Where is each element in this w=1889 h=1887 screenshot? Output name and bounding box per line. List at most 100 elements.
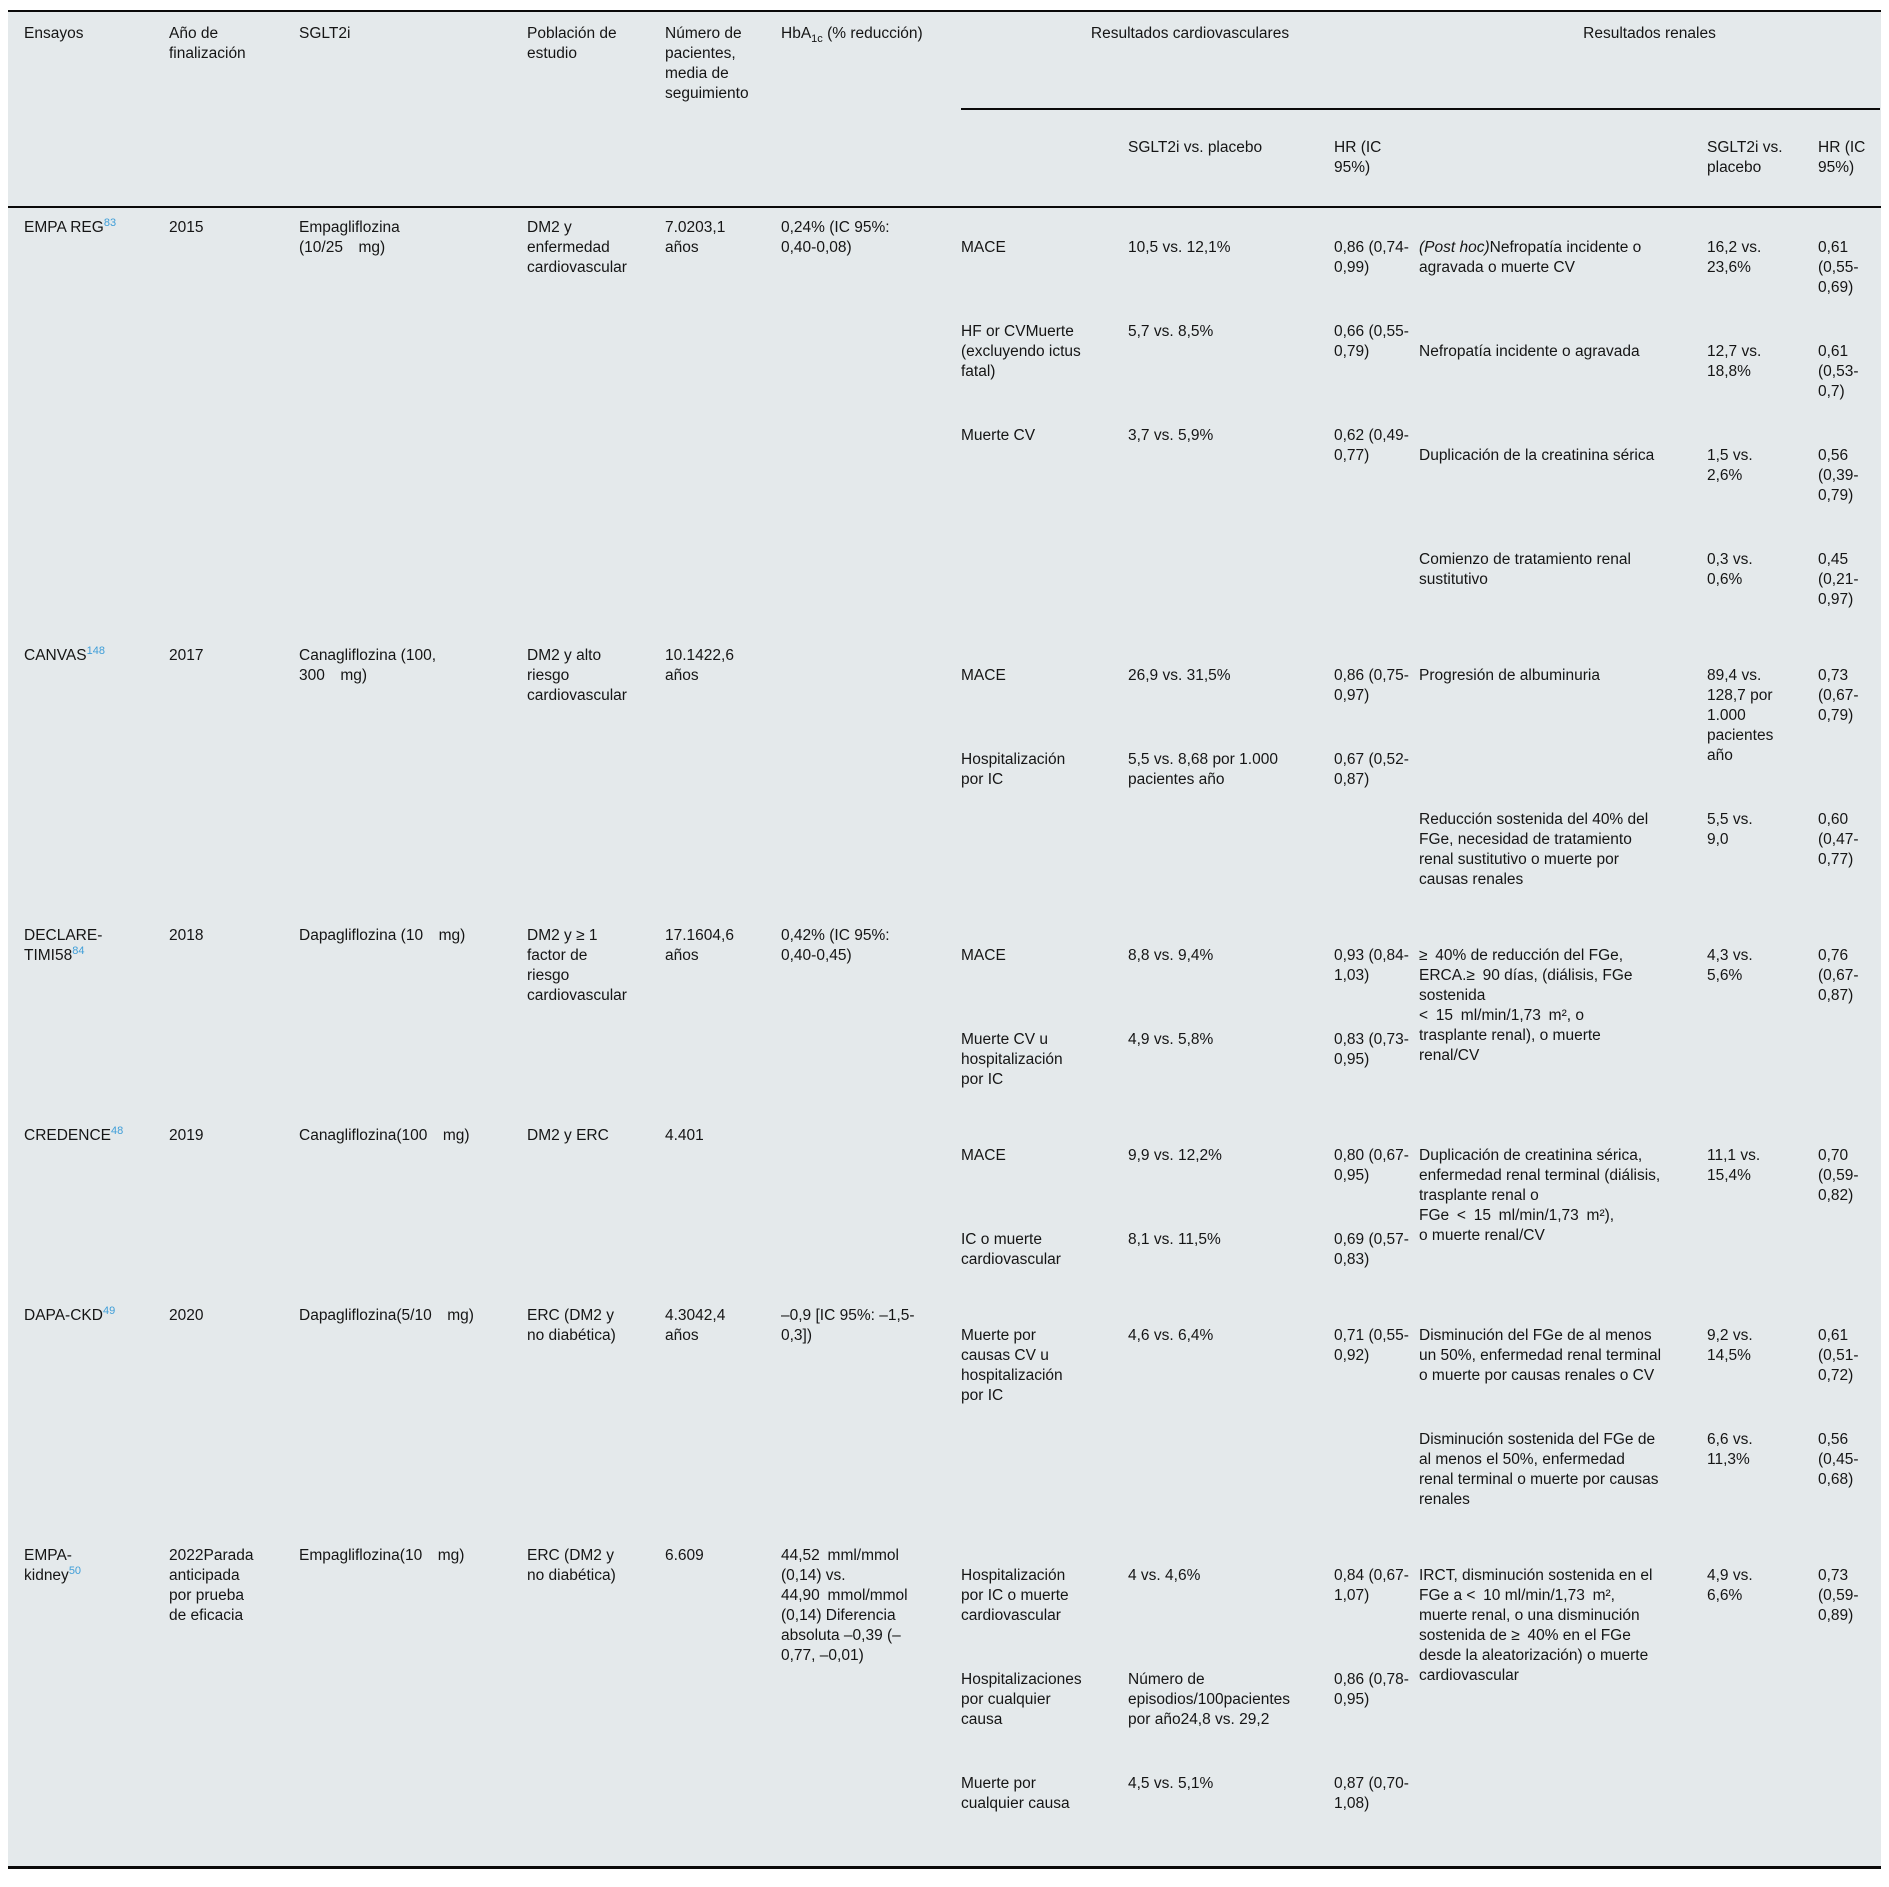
cv-outcome-entry: MACE 8,8 vs. 9,4% 0,93 (0,84-1,03) [961, 946, 1419, 986]
renal-outcome-label: Reducción sostenida del 40% del FGe, nec… [1419, 810, 1707, 890]
renal-outcome-entry: ≥ 40% de reducción del FGe, ERCA.≥ 90 dí… [1419, 946, 1880, 1066]
renal-outcome-entry: Reducción sostenida del 40% del FGe, nec… [1419, 810, 1880, 890]
renal-outcome-entry: Progresión de albuminuria 89,4 vs. 128,7… [1419, 666, 1880, 766]
cv-vs-value: 9,9 vs. 12,2% [1128, 1147, 1222, 1164]
renal-outcome-label: Nefropatía incidente o agravada [1419, 342, 1707, 402]
cardiovascular-results-cell: MACE 10,5 vs. 12,1% 0,86 (0,74-0,99) HF … [961, 218, 1419, 634]
patients-cell: 4.3042,4 años [665, 1307, 726, 1344]
patients-cell: 17.1604,6 años [665, 927, 734, 964]
patients-cell: 7.0203,1 años [665, 219, 726, 256]
trial-name-cell: EMPA REG83 [24, 216, 169, 634]
renal-vs-value: 4,3 vs. 5,6% [1707, 947, 1753, 984]
trial-row: DECLARE- TIMI5884 2018 Dapagliflozina (1… [8, 926, 1881, 1114]
cv-outcome-label: Hospitalización por IC o muerte cardiova… [961, 1566, 1128, 1626]
col-header-poblacion: Población de estudio [527, 25, 617, 62]
cv-vs-value: 4,5 vs. 5,1% [1128, 1775, 1214, 1792]
renal-hr-value: 0,56 (0,45-0,68) [1818, 1431, 1859, 1488]
trial-name: CANVAS [24, 647, 87, 664]
renal-hr-value: 0,61 (0,51-0,72) [1818, 1327, 1859, 1384]
cv-outcome-label: HF or CVMuerte (excluyendo ictus fatal) [961, 322, 1128, 382]
renal-hr-value: 0,73 (0,67-0,79) [1818, 667, 1859, 724]
renal-vs-value: 9,2 vs. 14,5% [1707, 1327, 1753, 1364]
trial-name: EMPA REG [24, 219, 104, 236]
outcome-text: Muerte CV [961, 427, 1036, 444]
sglt2i-cell: Empagliflozina (10/25 mg) [299, 219, 400, 256]
renal-outcome-label: Comienzo de tratamiento renal sustitutiv… [1419, 550, 1707, 610]
year-cell: 2019 [169, 1127, 204, 1144]
cv-subheader-group: SGLT2i vs. placebo HR (IC 95%) [961, 108, 1419, 198]
cv-outcome-label: Muerte por causas CV u hospitalización p… [961, 1326, 1128, 1406]
hba1c-cell: 44,52 mml/mmol (0,14) vs. 44,90 mmol/mmo… [781, 1547, 908, 1664]
cv-hr-value: 0,84 (0,67-1,07) [1334, 1567, 1409, 1604]
trial-name-cell: EMPA- kidney50 [24, 1546, 169, 1838]
population-cell: DM2 y alto riesgo cardiovascular [527, 647, 627, 704]
hba1c-cell [781, 1126, 961, 1294]
outcome-text: Disminución sostenida del FGe de al meno… [1419, 1431, 1659, 1508]
outcome-text: Duplicación de la creatinina sérica [1419, 447, 1655, 464]
cardiovascular-results-cell: Muerte por causas CV u hospitalización p… [961, 1306, 1419, 1534]
cv-hr-value: 0,67 (0,52-0,87) [1334, 751, 1409, 788]
cv-vs-value: 8,1 vs. 11,5% [1128, 1231, 1221, 1248]
population-cell: DM2 y ≥ 1 factor de riesgo cardiovascula… [527, 927, 627, 1004]
outcome-text: MACE [961, 947, 1006, 964]
cv-outcome-subheader [961, 138, 1128, 178]
hba1c-cell [781, 646, 961, 914]
cv-outcome-label: IC o muerte cardiovascular [961, 1230, 1128, 1270]
cv-hr-value: 0,86 (0,74-0,99) [1334, 239, 1409, 276]
year-cell: 2017 [169, 647, 204, 664]
cv-outcome-label: MACE [961, 238, 1128, 278]
reference-link[interactable]: 84 [72, 944, 85, 957]
table-body: EMPA REG83 2015 Empagliflozina (10/25 mg… [8, 208, 1881, 1866]
cv-outcome-entry: MACE 10,5 vs. 12,1% 0,86 (0,74-0,99) [961, 238, 1419, 278]
reference-link[interactable]: 49 [102, 1304, 116, 1317]
cv-hr-value: 0,93 (0,84-1,03) [1334, 947, 1409, 984]
patients-cell: 10.1422,6 años [665, 647, 734, 684]
sglt2i-cell: Dapagliflozina (10 mg) [299, 927, 466, 944]
cv-hr-value: 0,86 (0,78-0,95) [1334, 1671, 1409, 1708]
trial-row: CANVAS148 2017 Canagliflozina (100, 300 … [8, 644, 1881, 914]
trial-name-cell: CREDENCE48 [24, 1124, 169, 1294]
subheader-spacer [24, 108, 961, 198]
outcome-text: Nefropatía incidente o agravada [1419, 343, 1640, 360]
cv-hr-value: 0,71 (0,55-0,92) [1334, 1327, 1409, 1364]
trial-name-cell: DECLARE- TIMI5884 [24, 926, 169, 1114]
outcome-text: HF or CVMuerte (excluyendo ictus fatal) [961, 323, 1081, 380]
sglt2i-cell: Dapagliflozina(5/10 mg) [299, 1307, 474, 1324]
trial-row: EMPA REG83 2015 Empagliflozina (10/25 mg… [8, 216, 1881, 634]
reference-link[interactable]: 148 [86, 644, 105, 657]
sglt2i-trials-table: Ensayos Año de finalización SGLT2i Pobla… [8, 10, 1881, 1869]
renal-outcome-entry: (Post hoc)Nefropatía incidente o agravad… [1419, 238, 1880, 298]
cv-vs-value: Número de episodios/100pacientes por año… [1128, 1671, 1291, 1728]
cv-outcome-entry: Hospitalización por IC 5,5 vs. 8,68 por … [961, 750, 1419, 790]
year-cell: 2020 [169, 1307, 204, 1324]
cv-hr-value: 0,62 (0,49-0,77) [1334, 427, 1409, 464]
cv-vs-value: 5,5 vs. 8,68 por 1.000 pacientes año [1128, 751, 1278, 788]
cv-vs-value: 4,9 vs. 5,8% [1128, 1031, 1214, 1048]
group-header-cardiovascular: Resultados cardiovasculares [1090, 25, 1290, 42]
renal-results-cell: (Post hoc)Nefropatía incidente o agravad… [1419, 218, 1880, 634]
cv-hr-value: 0,83 (0,73-0,95) [1334, 1031, 1409, 1068]
cv-hr-subheader: HR (IC 95%) [1334, 139, 1382, 176]
col-header-anio: Año de finalización [169, 25, 246, 62]
table-header: Ensayos Año de finalización SGLT2i Pobla… [8, 12, 1881, 208]
renal-hr-value: 0,45 (0,21-0,97) [1818, 551, 1859, 608]
outcome-text: ≥ 40% de reducción del FGe, ERCA.≥ 90 dí… [1419, 947, 1633, 1064]
outcome-text: Hospitalizaciones por cualquier causa [961, 1671, 1082, 1728]
outcome-text: Progresión de albuminuria [1419, 667, 1600, 684]
renal-results-cell: Progresión de albuminuria 89,4 vs. 128,7… [1419, 646, 1880, 914]
trial-name-cell: DAPA-CKD49 [24, 1304, 169, 1534]
renal-hr-value: 0,61 (0,53-0,7) [1818, 343, 1859, 400]
renal-vs-value: 5,5 vs. 9,0 [1707, 811, 1753, 848]
trial-row: CREDENCE48 2019 Canagliflozina(100 mg) D… [8, 1124, 1881, 1294]
renal-vs-value: 6,6 vs. 11,3% [1707, 1431, 1753, 1468]
reference-link[interactable]: 48 [110, 1124, 124, 1137]
reference-link[interactable]: 50 [68, 1564, 82, 1577]
renal-outcome-label: (Post hoc)Nefropatía incidente o agravad… [1419, 238, 1707, 298]
reference-link[interactable]: 83 [103, 216, 117, 229]
year-cell: 2018 [169, 927, 204, 944]
renal-outcome-entry: Nefropatía incidente o agravada 12,7 vs.… [1419, 342, 1880, 402]
cv-outcome-entry: MACE 9,9 vs. 12,2% 0,80 (0,67-0,95) [961, 1146, 1419, 1186]
renal-hr-value: 0,56 (0,39-0,79) [1818, 447, 1859, 504]
renal-subheader-group: SGLT2i vs. placebo HR (IC 95%) [1419, 108, 1880, 198]
renal-hr-value: 0,60 (0,47-0,77) [1818, 811, 1859, 868]
